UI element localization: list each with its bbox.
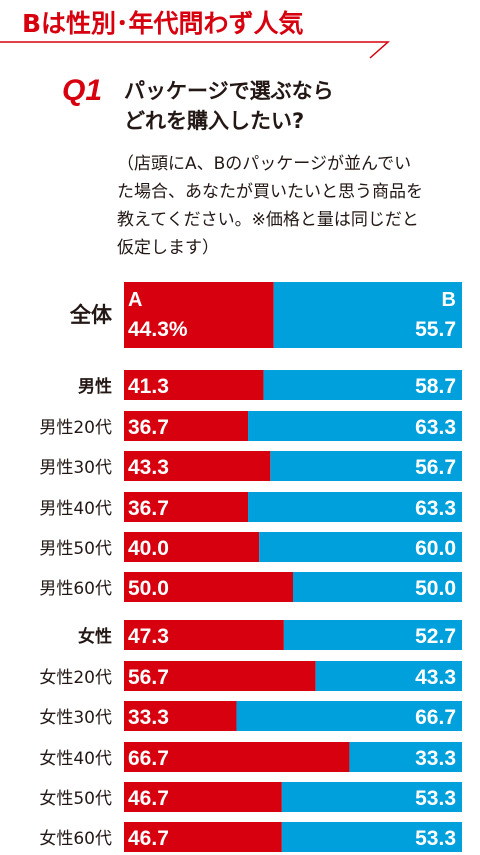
value-label-a: 36.7 (128, 497, 169, 520)
value-label-a: 66.7 (128, 747, 169, 770)
question-title-line: パッケージで選ぶなら (124, 79, 334, 103)
value-label-b: 53.3 (415, 827, 456, 850)
question-note: （店頭にA、Bのパッケージが並んでい た場合、あなたが買いたいと思う商品を 教え… (117, 150, 467, 262)
bar-a (124, 620, 284, 650)
bar-b (293, 572, 462, 602)
bar-a (124, 282, 274, 348)
value-label-b: 58.7 (415, 375, 456, 398)
row-label: 男性 (78, 376, 112, 397)
value-label-b: 43.3 (415, 666, 456, 689)
value-label-a: 47.3 (128, 625, 169, 648)
row-label: 女性 (78, 626, 112, 647)
bar-b (248, 492, 462, 522)
value-label-a: 56.7 (128, 666, 169, 689)
bar-a (124, 782, 282, 812)
bar-a (124, 661, 316, 691)
question-title-line: どれを購入したい? (124, 109, 305, 133)
headline-callout-line (0, 41, 390, 59)
value-label-a: 46.7 (128, 787, 169, 810)
value-label-a: 44.3% (128, 318, 188, 341)
question-note-line: 教えてください。※価格と量は同じだと (117, 210, 419, 230)
value-label-b: 53.3 (415, 787, 456, 810)
value-label-b: 60.0 (415, 537, 456, 560)
question-title: パッケージで選ぶなら どれを購入したい? (124, 76, 334, 136)
bar-a (124, 572, 293, 602)
value-label-b: 63.3 (415, 416, 456, 439)
bar-b (236, 701, 462, 731)
value-label-b: 50.0 (415, 577, 456, 600)
row-label: 女性40代 (39, 749, 112, 769)
bar-b (281, 822, 462, 852)
bar-b (248, 411, 462, 441)
question-note-line: （店頭にA、Bのパッケージが並んでい (117, 154, 412, 174)
question-note-line: た場合、あなたが買いたいと思う商品を (117, 182, 423, 202)
bar-a (124, 411, 249, 441)
question-number: Q1 (62, 74, 103, 107)
value-label-a: 36.7 (128, 416, 169, 439)
bar-b (283, 620, 462, 650)
value-label-b: 56.7 (415, 456, 456, 479)
bar-b (259, 532, 462, 562)
value-label-a: 46.7 (128, 827, 169, 850)
value-label-a: 50.0 (128, 577, 169, 600)
row-label: 男性30代 (39, 458, 112, 478)
bar-a (124, 822, 282, 852)
series-label-a: A (128, 289, 142, 311)
row-label: 全体 (69, 303, 113, 327)
row-label: 男性50代 (39, 539, 112, 559)
bar-b (349, 742, 462, 772)
value-label-a: 40.0 (128, 537, 169, 560)
value-label-b: 33.3 (415, 747, 456, 770)
bar-b (315, 661, 462, 691)
bar-b (263, 370, 462, 400)
row-label: 女性60代 (39, 829, 112, 849)
series-label-b: B (442, 289, 456, 311)
value-label-a: 41.3 (128, 375, 169, 398)
value-label-a: 33.3 (128, 706, 169, 729)
value-label-b: 55.7 (415, 318, 456, 341)
row-label: 女性50代 (39, 789, 112, 809)
value-label-a: 43.3 (128, 456, 169, 479)
headline-area: Bは性別･年代問わず人気 (0, 0, 480, 60)
bar-b (273, 282, 462, 348)
bar-b (281, 782, 462, 812)
row-label: 男性60代 (39, 579, 112, 599)
bar-a (124, 701, 237, 731)
bar-a (124, 742, 350, 772)
value-label-b: 52.7 (415, 625, 456, 648)
value-label-b: 66.7 (415, 706, 456, 729)
headline: Bは性別･年代問わず人気 (22, 9, 304, 38)
row-label: 女性20代 (39, 668, 112, 688)
row-label: 男性40代 (39, 499, 112, 519)
bar-b (270, 451, 462, 481)
bar-a (124, 492, 249, 522)
value-label-b: 63.3 (415, 497, 456, 520)
row-label: 女性30代 (39, 708, 112, 728)
bar-a (124, 370, 264, 400)
row-label: 男性20代 (39, 418, 112, 438)
bar-a (124, 532, 260, 562)
question-note-line: 仮定します） (117, 238, 219, 258)
bar-a (124, 451, 271, 481)
